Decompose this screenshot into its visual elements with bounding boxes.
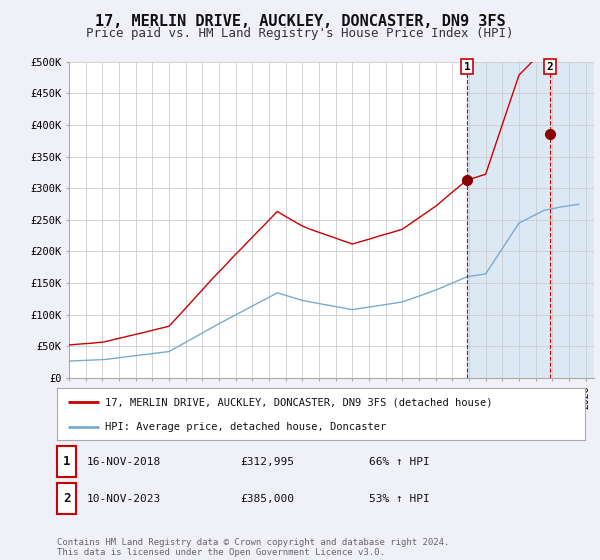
Text: 17, MERLIN DRIVE, AUCKLEY, DONCASTER, DN9 3FS: 17, MERLIN DRIVE, AUCKLEY, DONCASTER, DN… [95, 14, 505, 29]
Text: 1: 1 [63, 455, 70, 468]
Text: Contains HM Land Registry data © Crown copyright and database right 2024.
This d: Contains HM Land Registry data © Crown c… [57, 538, 449, 557]
Text: £385,000: £385,000 [240, 494, 294, 503]
Text: 2: 2 [547, 62, 553, 72]
Text: 53% ↑ HPI: 53% ↑ HPI [369, 494, 430, 503]
Text: 16-NOV-2018: 16-NOV-2018 [87, 457, 161, 466]
Text: 10-NOV-2023: 10-NOV-2023 [87, 494, 161, 503]
Text: 66% ↑ HPI: 66% ↑ HPI [369, 457, 430, 466]
Text: Price paid vs. HM Land Registry's House Price Index (HPI): Price paid vs. HM Land Registry's House … [86, 27, 514, 40]
Text: £312,995: £312,995 [240, 457, 294, 466]
Text: 17, MERLIN DRIVE, AUCKLEY, DONCASTER, DN9 3FS (detached house): 17, MERLIN DRIVE, AUCKLEY, DONCASTER, DN… [104, 397, 492, 407]
Text: 2: 2 [63, 492, 70, 505]
Text: HPI: Average price, detached house, Doncaster: HPI: Average price, detached house, Donc… [104, 422, 386, 432]
Text: 1: 1 [464, 62, 470, 72]
Bar [467, 62, 594, 378]
